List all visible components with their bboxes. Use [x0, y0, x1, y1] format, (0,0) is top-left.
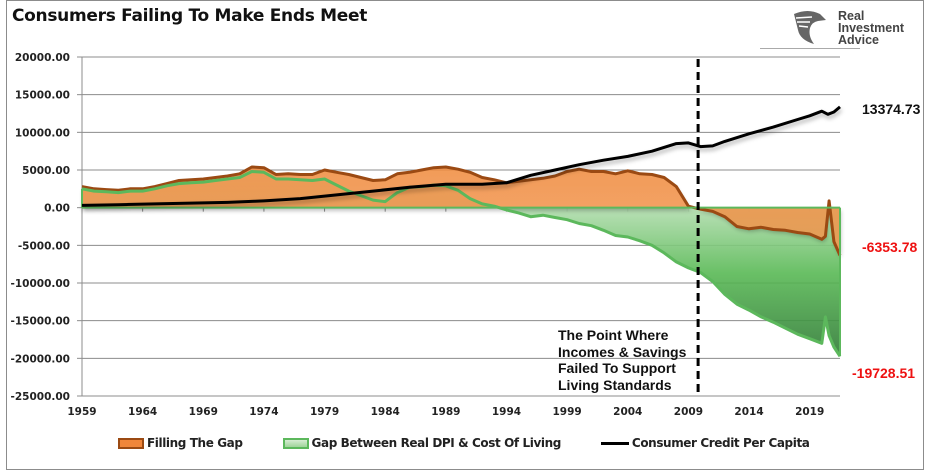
x-tick-label: 1969: [189, 406, 218, 418]
brand-line-1: Real: [838, 9, 865, 23]
x-tick-label: 1989: [431, 406, 460, 418]
x-tick-label: 1959: [67, 406, 96, 418]
x-tick-label: 1964: [128, 406, 157, 418]
gap-area: [82, 171, 840, 357]
y-axis: 20000.00 15000.00 10000.00 5000.00 0.00 -5000…: [11, 52, 83, 403]
legend-label: Filling The Gap: [147, 436, 243, 450]
x-tick-label: 1984: [371, 406, 400, 418]
green-area-swatch-icon: [282, 437, 309, 449]
y-tick-label: -20000.00: [11, 353, 71, 365]
filling-area: [82, 167, 840, 256]
brand-logo: Real Investment Advice: [790, 8, 920, 48]
legend-item-credit[interactable]: Consumer Credit Per Capita: [600, 436, 810, 450]
x-tick-label: 1974: [249, 406, 278, 418]
credit-line: [81, 105, 841, 207]
legend-label: Gap Between Real DPI & Cost Of Living: [311, 436, 562, 450]
annotation-line-3: Failed To Support: [558, 360, 676, 376]
brand-name: Real Investment Advice: [838, 9, 904, 47]
y-tick-label: 0.00: [44, 203, 70, 215]
y-tick-label: -10000.00: [11, 278, 71, 290]
series-layer: [81, 105, 842, 358]
legend-label: Consumer Credit Per Capita: [631, 436, 810, 450]
chart-title: Consumers Failing To Make Ends Meet: [12, 6, 368, 26]
y-tick-label: 10000.00: [15, 127, 70, 139]
y-tick-label: 15000.00: [15, 90, 70, 102]
black-line-swatch-icon: [600, 441, 629, 445]
credit-end-label: 13374.73: [862, 101, 921, 117]
annotation-line-4: Living Standards: [558, 376, 672, 393]
brand-line-3: Advice: [838, 33, 879, 47]
y-tick-label: -5000.00: [18, 240, 70, 252]
x-axis: 1959 1964 1969 1974 1979 1984 1989 1994 1999 2004…: [67, 207, 824, 418]
gap-line: [81, 170, 842, 358]
y-tick-label: 5000.00: [22, 165, 70, 177]
y-tick-label: -15000.00: [11, 316, 71, 328]
legend-item-gap[interactable]: Gap Between Real DPI & Cost Of Living: [282, 436, 562, 450]
annotation-line-1: The Point Where: [558, 327, 669, 343]
annotation-line-2: Incomes & Savings: [558, 343, 687, 360]
y-tick-label: -25000.00: [11, 391, 71, 403]
x-tick-label: 2004: [613, 406, 642, 418]
x-tick-label: 1979: [310, 406, 339, 418]
x-tick-label: 2014: [734, 406, 763, 418]
annotation-text: The Point Where Incomes & Savings Failed…: [558, 327, 686, 393]
filling-end-label: -6353.78: [862, 239, 918, 255]
y-tick-label: 20000.00: [15, 52, 70, 64]
header-divider: [760, 48, 860, 49]
x-tick-label: 2019: [795, 406, 824, 418]
gap-end-label: -19728.51: [852, 365, 916, 381]
x-tick-label: 2009: [674, 406, 703, 418]
x-tick-label: 1994: [492, 406, 521, 418]
filling-line: [81, 165, 842, 257]
legend-item-filling[interactable]: Filling The Gap: [118, 436, 243, 450]
chart-frame: [6, 0, 924, 470]
brand-line-2: Investment: [838, 21, 904, 35]
eagle-head-icon: [794, 11, 826, 44]
orange-area-swatch-icon: [118, 437, 144, 449]
legend: Filling The Gap Gap Between Real DPI & C…: [118, 436, 850, 450]
x-tick-label: 1999: [553, 406, 582, 418]
